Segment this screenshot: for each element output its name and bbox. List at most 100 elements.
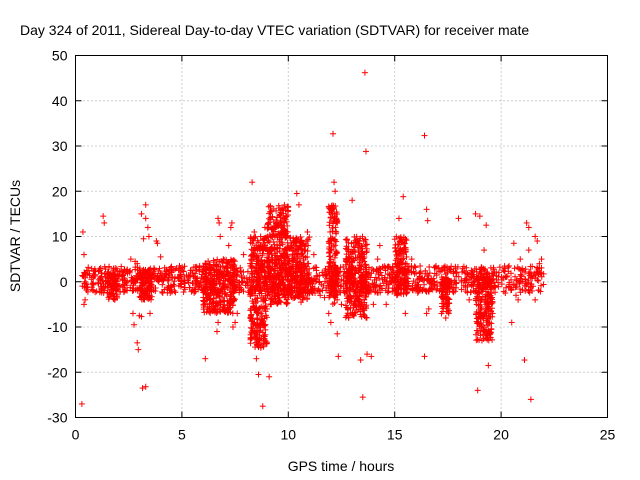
data-point — [387, 279, 394, 286]
grid — [75, 55, 608, 418]
data-point — [154, 277, 161, 284]
data-point — [144, 224, 151, 231]
chart-title: Day 324 of 2011, Sidereal Day-to-day VTE… — [20, 22, 529, 38]
data-point — [188, 267, 195, 274]
data-point — [463, 275, 470, 282]
data-point — [228, 219, 235, 226]
data-point — [146, 310, 153, 317]
data-point — [89, 280, 96, 287]
data-point — [78, 400, 85, 407]
data-point — [166, 287, 173, 294]
y-tick-label: -20 — [47, 364, 67, 380]
data-point — [538, 282, 545, 289]
data-point — [121, 285, 128, 292]
data-point — [464, 271, 471, 278]
data-point — [192, 263, 199, 270]
data-point — [417, 263, 424, 270]
data-point — [295, 201, 302, 208]
data-point — [471, 265, 478, 272]
data-point — [417, 268, 424, 275]
data-point — [459, 269, 466, 276]
data-point — [313, 264, 320, 271]
data-point — [215, 319, 222, 326]
data-point — [413, 284, 420, 291]
data-point — [266, 373, 273, 380]
data-point — [436, 268, 443, 275]
data-point — [527, 396, 534, 403]
data-point — [416, 286, 423, 293]
data-point — [481, 247, 488, 254]
data-point — [529, 263, 536, 270]
data-point — [508, 319, 515, 326]
data-point — [142, 383, 149, 390]
data-point — [134, 339, 141, 346]
data-point — [535, 269, 542, 276]
data-point — [361, 69, 368, 76]
data-point — [115, 282, 122, 289]
data-point — [251, 228, 258, 235]
data-point — [525, 247, 532, 254]
data-point — [452, 279, 459, 286]
data-point — [535, 287, 542, 294]
data-point — [535, 277, 542, 284]
data-point — [81, 280, 88, 287]
data-point — [428, 275, 435, 282]
data-point — [225, 242, 232, 249]
data-point — [165, 282, 172, 289]
data-point — [411, 263, 418, 270]
data-point — [216, 219, 223, 226]
data-point — [180, 289, 187, 296]
data-point — [421, 353, 428, 360]
data-point — [383, 301, 390, 308]
data-point — [421, 281, 428, 288]
data-point — [410, 268, 417, 275]
data-point — [516, 280, 523, 287]
data-point — [349, 197, 356, 204]
data-points — [78, 69, 547, 410]
data-point — [139, 385, 146, 392]
data-point — [129, 287, 136, 294]
data-point — [362, 148, 369, 155]
data-point — [452, 265, 459, 272]
data-point — [180, 268, 187, 275]
data-point — [138, 210, 145, 217]
data-point — [217, 233, 224, 240]
data-point — [326, 219, 333, 226]
data-point — [93, 288, 100, 295]
data-point — [370, 301, 377, 308]
y-axis-label: SDTVAR / TECUs — [7, 180, 23, 292]
data-point — [240, 251, 247, 258]
data-point — [214, 328, 221, 335]
data-point — [174, 274, 181, 281]
data-point — [84, 283, 91, 290]
data-point — [395, 215, 402, 222]
data-point — [506, 281, 513, 288]
data-point — [181, 273, 188, 280]
data-point — [310, 251, 317, 258]
data-point — [502, 274, 509, 281]
data-point — [100, 213, 107, 220]
data-point — [98, 276, 105, 283]
data-point — [176, 265, 183, 272]
data-point — [120, 271, 127, 278]
data-point — [376, 242, 383, 249]
data-point — [453, 273, 460, 280]
y-tick-label: 30 — [52, 138, 68, 154]
data-point — [79, 272, 86, 279]
data-point — [319, 269, 326, 276]
data-point — [422, 287, 429, 294]
data-point — [376, 275, 383, 282]
data-point — [445, 309, 452, 316]
data-point — [442, 314, 449, 321]
data-point — [193, 278, 200, 285]
data-point — [159, 281, 166, 288]
y-tick-label: 10 — [52, 229, 68, 245]
data-point — [249, 179, 256, 186]
data-point — [532, 296, 539, 303]
y-tick-label: -30 — [47, 410, 67, 426]
y-tick-label: 40 — [52, 93, 68, 109]
data-point — [129, 310, 136, 317]
data-point — [86, 272, 93, 279]
data-point — [122, 277, 129, 284]
data-point — [511, 265, 518, 272]
